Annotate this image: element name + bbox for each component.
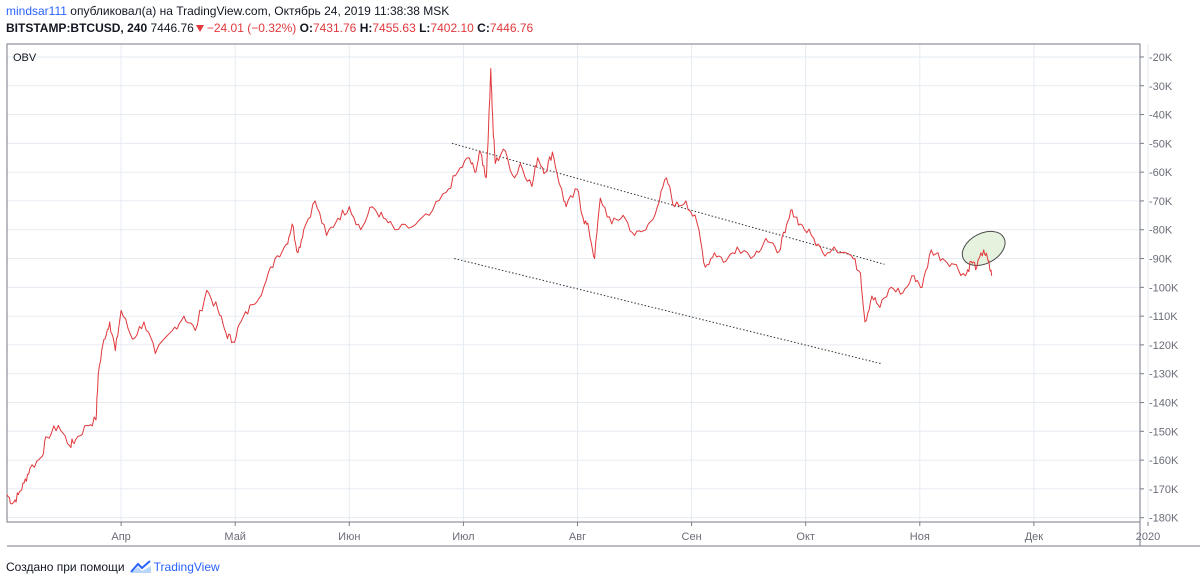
y-tick-label: -70K bbox=[1149, 196, 1173, 208]
y-tick-label: -130K bbox=[1149, 369, 1179, 381]
drawings-layer bbox=[451, 142, 1006, 365]
publication-info: mindsar111 опубликовал(а) на TradingView… bbox=[6, 3, 533, 20]
x-tick-label: Июл bbox=[452, 531, 474, 543]
chart-frame bbox=[6, 43, 1141, 523]
obv-series-line bbox=[6, 68, 993, 505]
y-tick-label: -30K bbox=[1149, 81, 1173, 93]
footer: Создано при помощи TradingView bbox=[6, 558, 220, 576]
x-tick-label: Окт bbox=[796, 531, 815, 543]
close-value: 7446.76 bbox=[489, 21, 534, 35]
y-tick-label: -140K bbox=[1149, 398, 1179, 410]
close-label: C: bbox=[477, 21, 490, 35]
y-tick-label: -120K bbox=[1149, 340, 1179, 352]
tradingview-brand-text: TradingView bbox=[153, 560, 220, 574]
low-label: L: bbox=[419, 21, 431, 35]
highlight-ellipse bbox=[961, 230, 1006, 266]
y-tick-label: -170K bbox=[1149, 484, 1179, 496]
y-axis[interactable]: -20K -30K -40K -50K -60K -70K -80K -90K -100K -11… bbox=[1140, 52, 1179, 525]
y-tick-label: -150K bbox=[1149, 426, 1179, 438]
last-price: 7446.76 bbox=[150, 21, 194, 35]
open-label: O: bbox=[299, 21, 313, 35]
trendline bbox=[451, 142, 885, 265]
y-tick-label: -90K bbox=[1149, 254, 1173, 266]
x-axis[interactable]: Апр Май Июн Июл Авг Сен Окт Ноя Дек 2020 bbox=[7, 44, 1200, 547]
low-value: 7402.10 bbox=[430, 21, 474, 35]
high-label: H: bbox=[359, 21, 373, 35]
created-with-text: Создано при помощи bbox=[6, 560, 125, 574]
y-tick-label: -160K bbox=[1149, 455, 1179, 467]
series-layer bbox=[6, 68, 993, 505]
x-tick-label: Сен bbox=[682, 531, 702, 543]
tradingview-logo-icon bbox=[129, 560, 151, 573]
tradingview-brand-link[interactable]: TradingView bbox=[129, 558, 220, 576]
x-tick-label: Июн bbox=[338, 531, 360, 543]
x-tick-label: Апр bbox=[111, 531, 130, 543]
high-value: 7455.63 bbox=[372, 21, 416, 35]
open-value: 7431.76 bbox=[312, 21, 357, 35]
y-tick-label: -100K bbox=[1149, 282, 1179, 294]
y-tick-label: -40K bbox=[1149, 110, 1173, 122]
x-tick-label: Дек bbox=[1025, 531, 1044, 543]
symbol-name: BITSTAMP:BTCUSD, 240 bbox=[6, 21, 148, 35]
trendline bbox=[454, 258, 882, 365]
x-tick-label: 2020 bbox=[1136, 531, 1160, 543]
y-tick-label: -20K bbox=[1149, 52, 1173, 64]
x-tick-label: Ноя bbox=[910, 531, 930, 543]
x-tick-label: Май bbox=[224, 531, 246, 543]
down-arrow-icon bbox=[195, 25, 204, 33]
author-link[interactable]: mindsar111 bbox=[6, 4, 67, 18]
published-text: опубликовал(а) на TradingView.com, Октяб… bbox=[70, 4, 450, 18]
y-tick-label: -60K bbox=[1149, 167, 1173, 179]
y-tick-label: -180K bbox=[1149, 513, 1179, 525]
y-tick-label: -110K bbox=[1149, 311, 1178, 323]
indicator-label: OBV bbox=[13, 52, 37, 64]
symbol-info: BITSTAMP:BTCUSD, 240 7446.76 −24.01 (−0.3… bbox=[6, 20, 533, 37]
x-tick-label: Авг bbox=[569, 531, 586, 543]
price-change: −24.01 (−0.32%) bbox=[206, 21, 297, 35]
y-tick-label: -50K bbox=[1149, 138, 1173, 150]
grid-layer bbox=[7, 44, 1149, 522]
y-tick-label: -80K bbox=[1149, 225, 1173, 237]
chart-header: mindsar111 опубликовал(а) на TradingView… bbox=[6, 3, 533, 37]
